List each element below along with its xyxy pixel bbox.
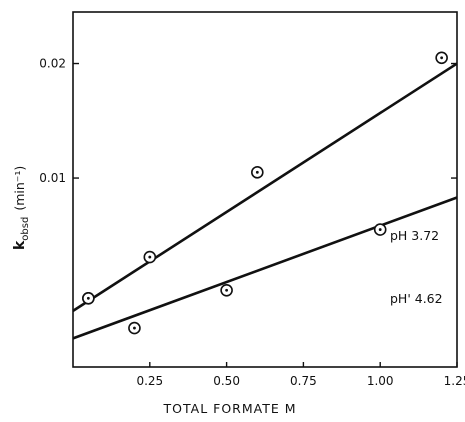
plot-frame xyxy=(72,11,458,368)
x-tick-label-1: 0.25 xyxy=(136,374,163,388)
data-point-center-series-1-3 xyxy=(255,170,259,174)
data-point-center-series-2-2 xyxy=(133,326,136,330)
axis-ticks: 0.25 0.50 0.75 1.00 1.25 0.01 0.02 xyxy=(39,57,465,388)
fit-lines xyxy=(72,62,458,340)
y-axis-label-unit: (min⁻¹) xyxy=(12,166,27,211)
y-axis-label-main: k xyxy=(12,240,28,250)
x-axis-label: TOTAL FORMATE M xyxy=(163,401,297,416)
data-point-center-series-1-2 xyxy=(148,255,152,259)
fit-line-series-1 xyxy=(72,62,458,312)
x-tick-label-3: 0.75 xyxy=(290,374,317,388)
svg-text:kobsd(min⁻¹): kobsd (min⁻¹) xyxy=(12,166,31,250)
data-point-center-series-2-3 xyxy=(225,288,229,292)
y-axis-label-sub: obsd xyxy=(20,217,31,241)
series-label-ph-3-72: pH 3.72 xyxy=(390,228,439,243)
x-tick-label-2: 0.50 xyxy=(213,374,240,388)
data-point-center-series-2-1 xyxy=(86,296,90,300)
data-point-center-series-1-4 xyxy=(440,56,444,60)
x-tick-label-5: 1.25 xyxy=(444,374,465,388)
data-point-center-series-2-4 xyxy=(378,228,382,231)
y-tick-label-2: 0.02 xyxy=(39,57,66,71)
x-tick-label-4: 1.00 xyxy=(367,374,394,388)
data-points xyxy=(82,51,448,335)
fit-line-series-2 xyxy=(72,196,458,340)
series-label-ph-4-62: pH' 4.62 xyxy=(390,291,443,306)
y-axis-label: kobsd (min⁻¹) xyxy=(12,166,31,250)
y-tick-label-1: 0.01 xyxy=(39,171,66,185)
